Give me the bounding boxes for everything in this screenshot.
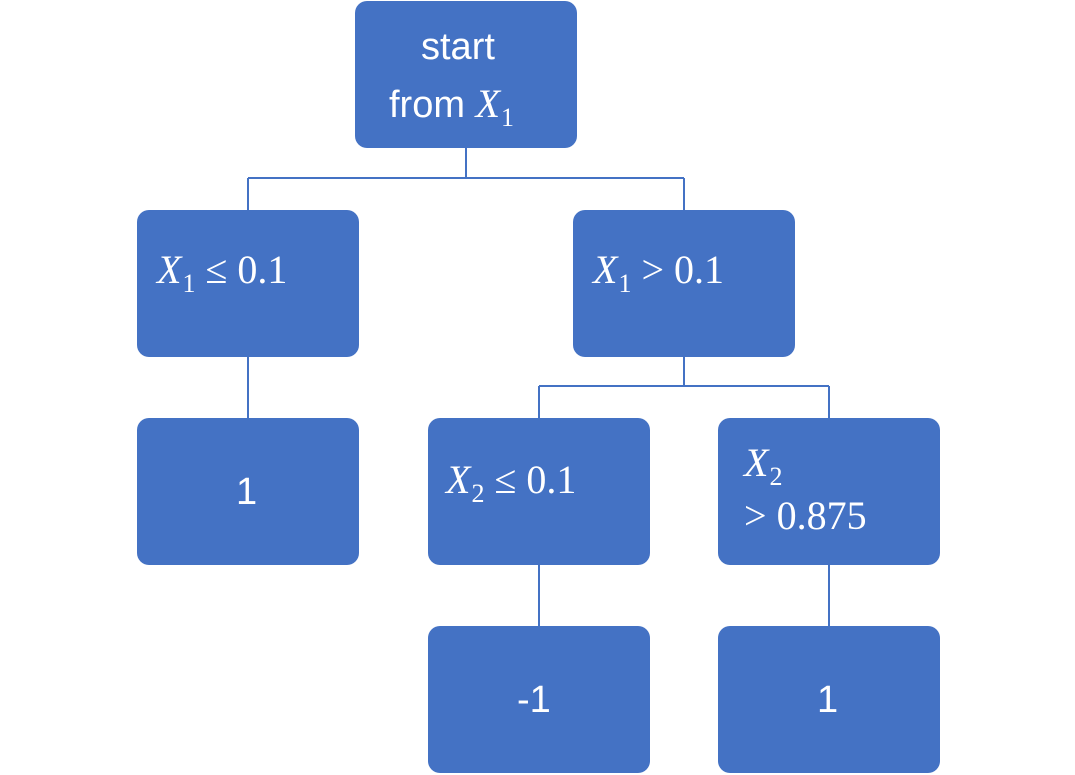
connector-right-to-level2 [539, 357, 829, 418]
x2-le-operator: ≤ [494, 457, 516, 502]
x2-gt-subscript: 2 [769, 462, 782, 491]
root-label-line1: start [421, 28, 495, 66]
leaf-middle-node: -1 [428, 626, 650, 773]
root-label-line2: from X1 [389, 84, 514, 124]
x2-le-subscript: 2 [471, 479, 484, 508]
x2-le-variable: X [446, 457, 470, 502]
condition-x2-gt-threshold-line: > 0.875 [744, 496, 867, 536]
x2-gt-operator: > [744, 493, 767, 538]
x2-gt-threshold: 0.875 [777, 493, 867, 538]
condition-x1-gt-node: X1 > 0.1 [573, 210, 795, 357]
root-node: start from X1 [355, 1, 577, 148]
x1-gt-threshold: 0.1 [674, 247, 724, 292]
x2-gt-variable: X [744, 440, 768, 485]
condition-x1-le-node: X1 ≤ 0.1 [137, 210, 359, 357]
root-variable: X [476, 81, 500, 126]
x2-le-threshold: 0.1 [526, 457, 576, 502]
leaf-left-node: 1 [137, 418, 359, 565]
x1-le-operator: ≤ [205, 247, 227, 292]
condition-x2-le-label: X2 ≤ 0.1 [446, 460, 576, 500]
root-subscript: 1 [501, 103, 514, 132]
condition-x1-gt-label: X1 > 0.1 [593, 250, 724, 290]
condition-x2-gt-node: X2 > 0.875 [718, 418, 940, 565]
x1-le-variable: X [157, 247, 181, 292]
condition-x2-le-node: X2 ≤ 0.1 [428, 418, 650, 565]
leaf-middle-value: -1 [517, 681, 551, 719]
x1-gt-variable: X [593, 247, 617, 292]
x1-le-subscript: 1 [182, 269, 195, 298]
x1-le-threshold: 0.1 [237, 247, 287, 292]
leaf-right-value: 1 [817, 681, 838, 719]
condition-x2-gt-variable-line: X2 [744, 443, 782, 483]
x1-gt-subscript: 1 [618, 269, 631, 298]
leaf-right-node: 1 [718, 626, 940, 773]
connector-root-to-level1 [248, 148, 684, 210]
x1-gt-operator: > [641, 247, 664, 292]
leaf-left-value: 1 [236, 473, 257, 511]
root-label-prefix: from [389, 84, 476, 126]
condition-x1-le-label: X1 ≤ 0.1 [157, 250, 287, 290]
